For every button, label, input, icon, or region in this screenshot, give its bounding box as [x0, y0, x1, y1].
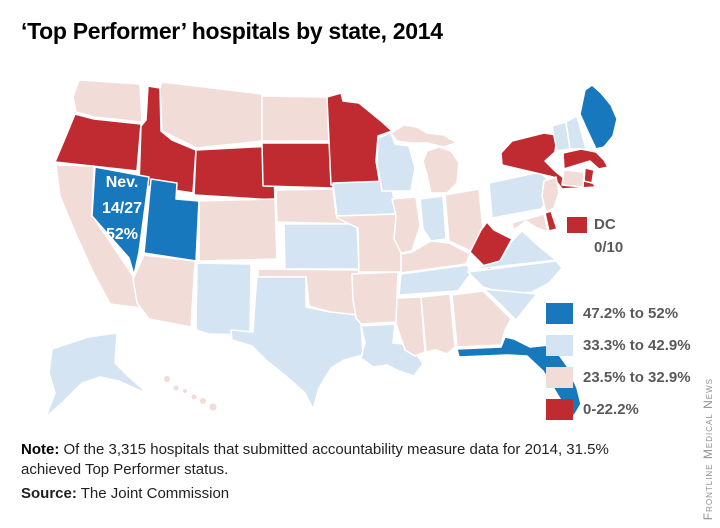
- legend-item: 0-22.2%: [546, 399, 691, 420]
- state-west-virginia: [469, 221, 513, 272]
- legend: 47.2% to 52% 33.3% to 42.9% 23.5% to 32.…: [546, 303, 691, 431]
- nevada-callout-line1: Nev.: [105, 174, 139, 191]
- state-indiana: [419, 195, 447, 242]
- state-north-dakota: [261, 95, 330, 142]
- state-washington: [72, 79, 143, 123]
- note-label: Note:: [21, 441, 60, 458]
- dc-value: 0/10: [594, 239, 624, 256]
- legend-label-mid-low: 23.5% to 32.9%: [583, 369, 691, 386]
- legend-swatch-high: [546, 303, 573, 324]
- state-louisiana: [360, 323, 424, 377]
- legend-label-low: 0-22.2%: [583, 401, 639, 418]
- state-wisconsin: [376, 132, 416, 192]
- state-massachusetts: [562, 148, 609, 170]
- state-texas: [230, 276, 364, 410]
- state-kansas: [283, 223, 360, 270]
- state-north-carolina: [467, 260, 563, 295]
- state-georgia: [451, 290, 512, 348]
- state-tennessee: [398, 264, 473, 296]
- state-arizona: [132, 254, 196, 328]
- source-label: Source:: [21, 485, 77, 502]
- page-title: ‘Top Performer’ hospitals by state, 2014: [21, 18, 443, 44]
- state-delaware: [544, 210, 558, 232]
- state-new-mexico: [195, 262, 252, 336]
- nevada-callout: Nev. 14/27 52%: [86, 170, 158, 248]
- legend-label-mid-high: 33.3% to 42.9%: [583, 337, 691, 354]
- dc-callout: DC 0/10: [567, 216, 623, 256]
- state-florida: [456, 336, 582, 417]
- nevada-callout-line3: 52%: [105, 226, 139, 243]
- state-michigan: [390, 124, 460, 194]
- legend-swatch-mid-low: [546, 367, 573, 388]
- state-hawaii: [164, 376, 217, 411]
- legend-swatch-low: [546, 399, 573, 420]
- credit-vertical: Frontline Medical News: [701, 377, 715, 520]
- state-oregon: [54, 113, 142, 172]
- state-rhode-island: [583, 167, 595, 184]
- state-pennsylvania: [488, 171, 550, 219]
- state-illinois: [391, 196, 421, 254]
- legend-swatch-mid-high: [546, 335, 573, 356]
- legend-item: 33.3% to 42.9%: [546, 335, 691, 356]
- legend-label-high: 47.2% to 52%: [583, 305, 679, 322]
- dc-swatch: [567, 216, 587, 233]
- source-text: Source: The Joint Commission: [21, 485, 230, 502]
- state-nevada: [91, 166, 150, 276]
- state-maryland: [511, 213, 549, 233]
- state-virginia: [467, 230, 557, 271]
- state-minnesota: [326, 92, 393, 186]
- state-south-carolina: [483, 288, 538, 321]
- state-montana: [159, 81, 263, 149]
- legend-item: 47.2% to 52%: [546, 303, 691, 324]
- state-new-hampshire: [565, 115, 587, 150]
- legend-item: 23.5% to 32.9%: [546, 367, 691, 388]
- state-maine: [579, 84, 618, 150]
- dc-label: DC: [594, 216, 616, 233]
- state-alabama: [420, 293, 456, 355]
- note-text: Note: Of the 3,315 hospitals that submit…: [21, 441, 609, 479]
- state-alaska: [45, 332, 148, 418]
- nevada-callout-line2: 14/27: [101, 200, 143, 217]
- state-new-jersey: [541, 176, 560, 213]
- state-kentucky: [400, 240, 471, 274]
- state-connecticut: [561, 169, 585, 188]
- state-south-dakota: [261, 142, 334, 189]
- state-colorado: [198, 198, 278, 262]
- state-arkansas: [351, 271, 399, 325]
